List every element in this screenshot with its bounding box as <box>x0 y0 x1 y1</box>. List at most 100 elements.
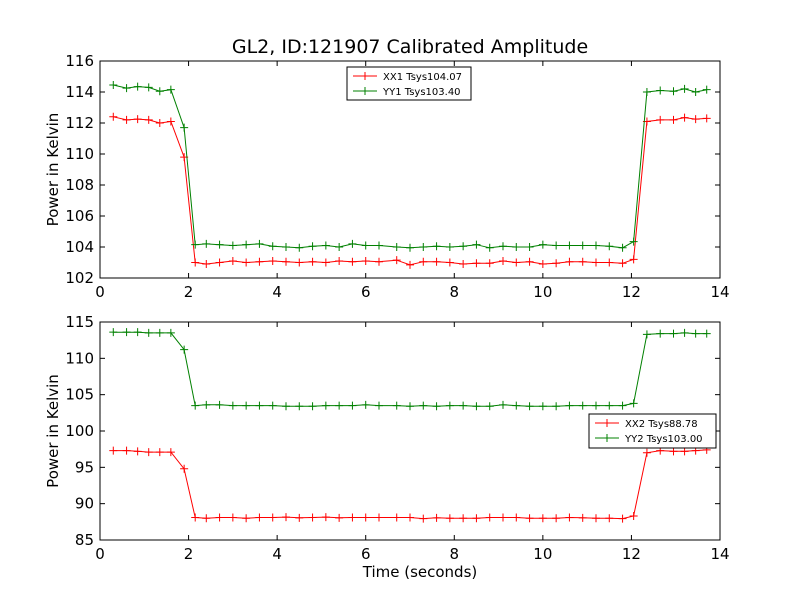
data-point <box>512 513 521 522</box>
data-point <box>578 241 587 250</box>
data-point <box>308 257 317 266</box>
data-point <box>144 448 153 457</box>
data-point <box>419 514 428 523</box>
data-point <box>321 258 330 267</box>
x-tick-label: 0 <box>95 283 105 301</box>
data-point <box>525 402 534 411</box>
data-point <box>485 402 494 411</box>
y-tick-label: 90 <box>75 495 94 513</box>
data-point <box>282 243 290 251</box>
data-point <box>122 84 131 93</box>
data-point <box>321 241 330 250</box>
y-axis-label: Power in Kelvin <box>44 374 62 488</box>
legend-label: YY1 Tsys103.40 <box>382 87 461 98</box>
data-point <box>656 329 665 338</box>
x-tick-label: 2 <box>184 545 194 563</box>
data-point <box>335 256 344 265</box>
data-point <box>472 240 481 249</box>
data-point <box>180 464 189 473</box>
data-point <box>255 401 264 410</box>
data-point <box>605 258 614 267</box>
data-point <box>348 239 357 248</box>
data-point <box>592 258 600 267</box>
data-point <box>392 401 401 410</box>
legend-marker <box>361 72 369 80</box>
data-point <box>538 260 547 269</box>
data-point <box>618 514 627 523</box>
legend-label: YY2 Tsys103.00 <box>624 434 703 445</box>
series-line <box>113 449 707 520</box>
data-point <box>618 259 627 268</box>
data-point <box>472 514 481 523</box>
data-point <box>348 513 357 522</box>
y-tick-label: 100 <box>65 422 94 440</box>
legend-box <box>346 66 472 101</box>
data-point <box>538 402 547 411</box>
x-tick-label: 14 <box>710 283 729 301</box>
series-line <box>113 331 707 407</box>
data-point <box>512 243 521 251</box>
legend-label: XX2 Tsys88.78 <box>625 419 698 430</box>
data-point <box>445 243 454 251</box>
data-point <box>202 400 211 409</box>
data-point <box>552 259 561 268</box>
data-point <box>406 243 414 252</box>
top-subplot: 0 2 4 6 8 10 12 14 102 104 106 108 110 112 114 116 Power… <box>44 52 730 301</box>
data-point <box>392 513 401 522</box>
data-point <box>155 87 164 96</box>
y-tick-label: 95 <box>75 458 94 476</box>
data-point <box>538 240 547 249</box>
data-point <box>445 401 454 410</box>
data-point <box>629 255 638 264</box>
data-point <box>578 257 587 266</box>
chart-title: GL2, ID:121907 Calibrated Amplitude <box>232 36 588 58</box>
data-point <box>202 514 211 523</box>
data-point <box>629 399 638 408</box>
data-point <box>592 241 600 250</box>
data-point <box>680 328 689 337</box>
x-tick-label: 12 <box>622 283 641 301</box>
data-point <box>472 402 481 411</box>
x-tick-label: 8 <box>450 545 460 563</box>
data-point <box>144 83 153 92</box>
data-point <box>321 401 330 410</box>
data-point <box>552 402 561 411</box>
data-point <box>202 260 211 269</box>
data-point <box>122 446 131 455</box>
data-point <box>618 401 627 410</box>
data-point <box>592 401 600 410</box>
data-point <box>669 447 678 456</box>
data-point <box>656 86 665 95</box>
data-point <box>215 513 224 522</box>
x-tick-label: 6 <box>361 283 371 301</box>
data-point <box>499 513 507 522</box>
x-tick-label: 14 <box>710 545 729 563</box>
data-point <box>122 328 131 337</box>
data-point <box>642 330 651 339</box>
data-point <box>512 401 521 410</box>
data-point <box>361 513 370 522</box>
data-point <box>375 241 383 250</box>
data-point <box>191 401 200 410</box>
data-point <box>268 256 277 265</box>
data-point <box>180 123 189 132</box>
data-point <box>155 328 164 337</box>
data-point <box>565 513 574 522</box>
data-point <box>656 115 665 124</box>
data-point <box>642 88 651 96</box>
data-point <box>459 514 468 523</box>
data-point <box>215 240 224 249</box>
data-point <box>191 513 200 522</box>
data-point <box>499 400 507 409</box>
data-point <box>133 328 142 337</box>
y-tick-label: 115 <box>65 313 94 331</box>
data-point <box>144 115 153 124</box>
legend-label: XX1 Tsys104.07 <box>383 72 462 83</box>
data-point <box>472 259 481 268</box>
data-point <box>629 237 638 246</box>
data-point <box>308 513 317 522</box>
data-point <box>268 401 277 410</box>
data-point <box>155 119 164 127</box>
data-point <box>406 260 414 269</box>
series-line <box>113 116 707 266</box>
